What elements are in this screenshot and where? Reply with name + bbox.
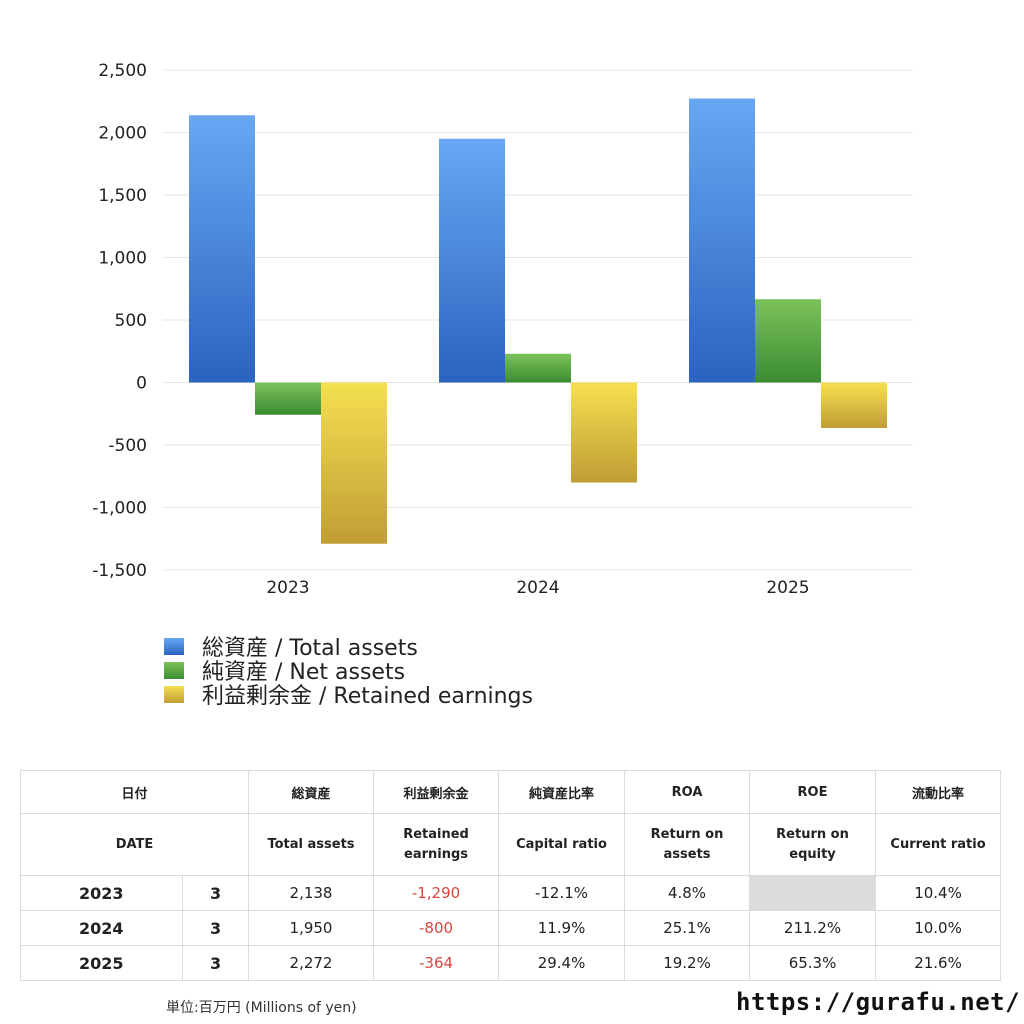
bar-net-assets-2024 — [505, 353, 571, 383]
x-tick-label: 2025 — [766, 578, 809, 598]
y-tick-label: 1,000 — [98, 249, 147, 269]
bar-net-assets-2025 — [755, 299, 821, 383]
cell-capital-ratio: 11.9% — [498, 910, 626, 946]
legend-label: 総資産 / Total assets — [202, 636, 418, 661]
legend-item-retained-earnings: 利益剰余金 / Retained earnings — [164, 682, 533, 709]
y-tick-label: -1,000 — [92, 499, 147, 519]
header-roe-ja: ROE — [749, 770, 877, 814]
cell-roa: 4.8% — [624, 875, 751, 911]
cell-retained: -364 — [373, 945, 500, 981]
cell-year: 2024 — [20, 910, 183, 946]
y-tick-labels: 2,500 2,000 1,500 1,000 500 0 -500 -1,000 -1,500 — [92, 61, 147, 581]
x-tick-labels: 2023 2024 2025 — [266, 578, 809, 598]
cell-total-assets: 2,138 — [248, 875, 375, 911]
y-tick-label: -1,500 — [92, 561, 147, 581]
y-tick-label: 2,500 — [98, 61, 147, 81]
bar-retained-earnings-2025 — [821, 382, 887, 428]
cell-roe — [749, 875, 877, 911]
legend-item-total-assets: 総資産 / Total assets — [164, 634, 533, 661]
bar-retained-earnings-2024 — [571, 382, 637, 483]
bar-net-assets-2023 — [255, 382, 321, 415]
financial-table: 日付 総資産 利益剰余金 純資産比率 ROA ROE 流動比率 DATE Tot… — [19, 770, 1002, 981]
table-header-en: DATE Total assets Retained earnings Capi… — [19, 813, 1002, 876]
cell-month: 3 — [181, 945, 250, 981]
table-row: 2024 3 1,950 -800 11.9% 25.1% 211.2% 10.… — [20, 910, 1002, 946]
y-tick-label: 2,000 — [98, 124, 147, 144]
cell-total-assets: 2,272 — [248, 945, 375, 981]
cell-current-ratio: 10.0% — [875, 910, 1002, 946]
header-roa-ja: ROA — [624, 770, 751, 814]
bar-total-assets-2023 — [189, 115, 255, 383]
cell-year: 2023 — [20, 875, 183, 911]
legend-item-net-assets: 純資産 / Net assets — [164, 658, 533, 685]
legend-swatch-net-assets — [164, 661, 184, 679]
header-capital-ratio-ja: 純資産比率 — [498, 770, 626, 814]
legend: 総資産 / Total assets 純資産 / Net assets 利益剰余… — [164, 634, 533, 709]
legend-label: 利益剰余金 / Retained earnings — [202, 684, 533, 709]
cell-year: 2025 — [20, 945, 183, 981]
table-row: 2025 3 2,272 -364 29.4% 19.2% 65.3% 21.6… — [20, 945, 1002, 981]
header-capital-ratio-en: Capital ratio — [498, 813, 626, 876]
header-total-assets-ja: 総資産 — [248, 770, 375, 814]
y-tick-label: 500 — [115, 311, 147, 331]
y-tick-label: -500 — [108, 436, 147, 456]
header-retained-ja: 利益剰余金 — [373, 770, 500, 814]
y-tick-label: 1,500 — [98, 186, 147, 206]
bar-total-assets-2025 — [689, 98, 755, 383]
header-current-ratio-ja: 流動比率 — [875, 770, 1002, 814]
cell-month: 3 — [181, 910, 250, 946]
cell-roa: 25.1% — [624, 910, 751, 946]
header-retained-en: Retained earnings — [373, 813, 500, 876]
y-tick-label: 0 — [136, 374, 147, 394]
bar-retained-earnings-2023 — [321, 382, 387, 544]
site-url: https://gurafu.net/ — [736, 988, 1021, 1016]
cell-roe: 211.2% — [749, 910, 877, 946]
header-total-assets-en: Total assets — [248, 813, 375, 876]
legend-swatch-total-assets — [164, 637, 184, 655]
cell-roa: 19.2% — [624, 945, 751, 981]
cell-roe: 65.3% — [749, 945, 877, 981]
cell-current-ratio: 10.4% — [875, 875, 1002, 911]
cell-month: 3 — [181, 875, 250, 911]
legend-swatch-retained-earnings — [164, 685, 184, 703]
header-roa-en: Return on assets — [624, 813, 751, 876]
header-roa-en-text: Return on assets — [650, 826, 724, 862]
bar-chart: 2,500 2,000 1,500 1,000 500 0 -500 -1,000 -1,500… — [92, 61, 913, 598]
cell-capital-ratio: 29.4% — [498, 945, 626, 981]
header-date-en: DATE — [19, 813, 250, 876]
header-current-ratio-en: Current ratio — [875, 813, 1002, 876]
cell-retained: -800 — [373, 910, 500, 946]
cell-capital-ratio: -12.1% — [498, 875, 626, 911]
table-header-ja: 日付 総資産 利益剰余金 純資産比率 ROA ROE 流動比率 — [19, 770, 1002, 814]
header-roe-en-text: Return on equity — [776, 826, 849, 862]
unit-note: 単位:百万円 (Millions of yen) — [166, 1000, 357, 1016]
x-tick-label: 2024 — [516, 578, 559, 598]
bar-total-assets-2024 — [439, 138, 505, 383]
table-row: 2023 3 2,138 -1,290 -12.1% 4.8% 10.4% — [20, 875, 1002, 911]
cell-current-ratio: 21.6% — [875, 945, 1002, 981]
x-tick-label: 2023 — [266, 578, 309, 598]
header-roe-en: Return on equity — [749, 813, 877, 876]
header-date-ja: 日付 — [19, 770, 250, 814]
cell-total-assets: 1,950 — [248, 910, 375, 946]
cell-retained: -1,290 — [373, 875, 500, 911]
bars — [189, 98, 887, 544]
legend-label: 純資産 / Net assets — [202, 660, 406, 685]
header-retained-en-text: Retained earnings — [403, 826, 469, 862]
